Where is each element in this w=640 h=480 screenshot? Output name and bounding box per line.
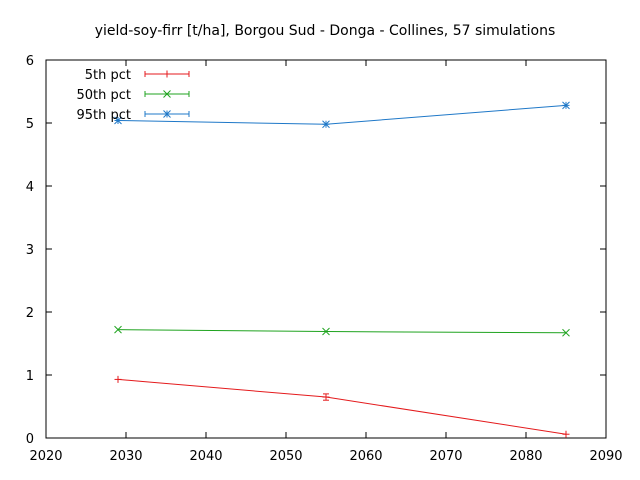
data-point — [562, 430, 570, 438]
x-tick-label: 2080 — [509, 449, 542, 464]
series-line — [117, 378, 567, 435]
y-tick-label: 3 — [26, 243, 34, 258]
legend-item: 5th pct — [85, 68, 190, 83]
y-tick-label: 4 — [26, 180, 34, 195]
data-point — [322, 327, 330, 336]
x-tick-label: 2060 — [349, 449, 382, 464]
y-tick-label: 1 — [26, 369, 34, 384]
x-tick-label: 2090 — [589, 449, 622, 464]
x-tick-label: 2020 — [29, 449, 62, 464]
legend-marker — [163, 90, 171, 98]
legend-item: 50th pct — [76, 88, 190, 103]
data-point — [114, 116, 122, 125]
x-tick-label: 2050 — [269, 449, 302, 464]
legend-label: 5th pct — [85, 68, 131, 83]
chart-title: yield-soy-firr [t/ha], Borgou Sud - Dong… — [95, 23, 556, 39]
x-axis: 2020 2030 2040 2050 2060 2070 2080 2090 — [29, 60, 623, 464]
legend-item: 95th pct — [76, 108, 190, 123]
series-3 — [114, 101, 570, 129]
series-line — [117, 104, 567, 125]
series-layer — [114, 101, 570, 438]
legend: 5th pct 50th pct 95th pct — [76, 68, 190, 123]
y-tick-label: 6 — [26, 54, 34, 69]
x-tick-label: 2070 — [429, 449, 462, 464]
y-tick-label: 2 — [26, 306, 34, 321]
legend-label: 50th pct — [76, 88, 131, 103]
legend-label: 95th pct — [76, 108, 131, 123]
data-point — [562, 101, 570, 110]
legend-marker — [163, 70, 171, 78]
data-point — [322, 120, 330, 129]
series-2 — [114, 325, 570, 337]
y-tick-label: 5 — [26, 117, 34, 132]
legend-marker — [163, 110, 171, 118]
data-point — [114, 375, 122, 383]
data-point — [114, 325, 122, 334]
y-axis: 0 1 2 3 4 5 6 — [26, 54, 606, 447]
x-tick-label: 2040 — [189, 449, 222, 464]
series-1 — [114, 375, 570, 438]
x-tick-label: 2030 — [109, 449, 142, 464]
data-point — [322, 393, 330, 401]
series-line — [117, 329, 567, 334]
data-point — [562, 328, 570, 337]
y-tick-label: 0 — [26, 432, 34, 447]
